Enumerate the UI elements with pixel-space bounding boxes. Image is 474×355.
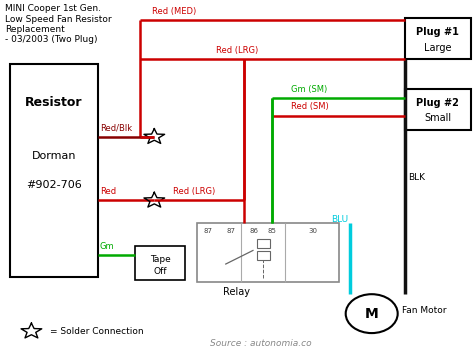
Bar	[10, 64, 98, 277]
Text: Fan Motor: Fan Motor	[402, 306, 447, 315]
Text: 85: 85	[267, 228, 276, 234]
Text: 87: 87	[227, 228, 236, 234]
Bar	[197, 223, 338, 282]
Text: MINI Cooper 1st Gen.
Low Speed Fan Resistor
Replacement
- 03/2003 (Two Plug): MINI Cooper 1st Gen. Low Speed Fan Resis…	[5, 4, 112, 44]
Bar	[405, 18, 471, 59]
Text: BLK: BLK	[409, 173, 426, 182]
Text: Red (SM): Red (SM)	[292, 102, 329, 111]
Text: 30: 30	[309, 228, 318, 234]
Text: Plug #2: Plug #2	[417, 98, 459, 108]
Text: M: M	[365, 307, 379, 321]
Bar	[257, 251, 270, 260]
Text: Red (LRG): Red (LRG)	[173, 187, 216, 196]
Text: Small: Small	[424, 113, 451, 124]
Text: 87: 87	[204, 228, 213, 234]
Text: Dorman: Dorman	[32, 151, 76, 160]
Text: Gm: Gm	[100, 242, 115, 251]
Text: Red (MED): Red (MED)	[152, 7, 196, 16]
Text: BLU: BLU	[331, 215, 349, 224]
Text: Gm (SM): Gm (SM)	[292, 85, 328, 94]
Bar	[136, 246, 185, 280]
Text: Plug #1: Plug #1	[417, 27, 459, 37]
Text: Large: Large	[424, 43, 452, 53]
Text: Red: Red	[100, 187, 116, 196]
Text: Red (LRG): Red (LRG)	[216, 46, 258, 55]
Text: Off: Off	[154, 267, 167, 276]
Text: Resistor: Resistor	[25, 96, 82, 109]
Text: Tape: Tape	[150, 255, 171, 264]
Text: Source : autonomia.co: Source : autonomia.co	[210, 339, 311, 348]
Text: Relay: Relay	[223, 288, 250, 297]
Text: #902-706: #902-706	[26, 180, 82, 190]
Text: Red/Blk: Red/Blk	[100, 124, 132, 132]
Bar	[405, 89, 471, 130]
Text: = Solder Connection: = Solder Connection	[50, 327, 144, 336]
Text: 86: 86	[249, 228, 258, 234]
Bar	[257, 239, 270, 248]
